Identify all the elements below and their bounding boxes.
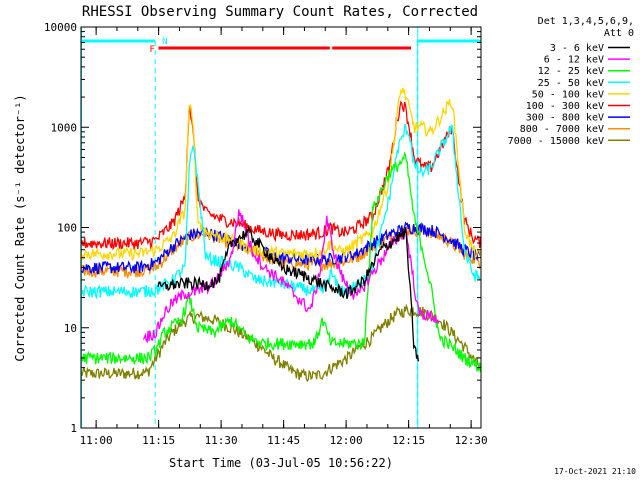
x-tick-label: 11:45	[267, 434, 300, 447]
x-tick-label: 11:30	[205, 434, 238, 447]
legend-label: 25 - 50 keV	[538, 78, 604, 89]
x-axis-label: Start Time (03-Jul-05 10:56:22)	[169, 456, 393, 470]
series-line-25-50keV	[80, 123, 481, 300]
x-tick-label: 11:15	[142, 434, 175, 447]
legend-label: 12 - 25 keV	[538, 66, 604, 77]
footer-timestamp: 17-Oct-2021 21:10	[554, 467, 636, 476]
legend-label: 800 - 7000 keV	[520, 124, 604, 135]
series-line-300-800keV	[81, 221, 482, 275]
legend-header-line: Att 0	[604, 28, 634, 39]
y-tick-label: 10000	[44, 21, 77, 34]
series-line-100-300keV	[80, 100, 482, 251]
x-axis: 11:00 11:15 11:30 11:45 12:00 12:15 12:30	[80, 27, 488, 447]
y-tick-label: 1000	[51, 121, 78, 134]
x-tick-label: 12:00	[330, 434, 363, 447]
y-tick-label: 1	[70, 422, 77, 435]
legend-header-line: Det 1,3,4,5,6,9,	[538, 16, 634, 27]
y-axis: 1 10 100 1000 10000	[44, 21, 481, 435]
series-line-12-25keV	[80, 151, 482, 373]
x-tick-label: 12:30	[455, 434, 488, 447]
legend-label: 300 - 800 keV	[526, 113, 604, 124]
series-line-3-6keV	[157, 225, 420, 362]
series-line-7000-15000keV	[80, 303, 482, 383]
series-layer	[80, 87, 482, 383]
flare-label: F	[150, 45, 155, 55]
chart-title: RHESSI Observing Summary Count Rates, Co…	[82, 4, 478, 20]
x-tick-label: 11:00	[80, 434, 113, 447]
y-tick-label: 100	[57, 222, 77, 235]
legend-label: 50 - 100 keV	[532, 89, 604, 100]
y-tick-label: 10	[64, 322, 77, 335]
legend-label: 3 - 6 keV	[550, 43, 604, 54]
legend-label: 6 - 12 keV	[544, 55, 604, 66]
legend-label: 7000 - 15000 keV	[508, 136, 604, 147]
night-label: N	[162, 37, 167, 47]
y-axis-label: Corrected Count Rate (s⁻¹ detector⁻¹)	[13, 94, 27, 361]
x-tick-label: 12:15	[392, 434, 425, 447]
legend-label: 100 - 300 keV	[526, 101, 604, 112]
series-line-50-100keV	[80, 87, 482, 262]
